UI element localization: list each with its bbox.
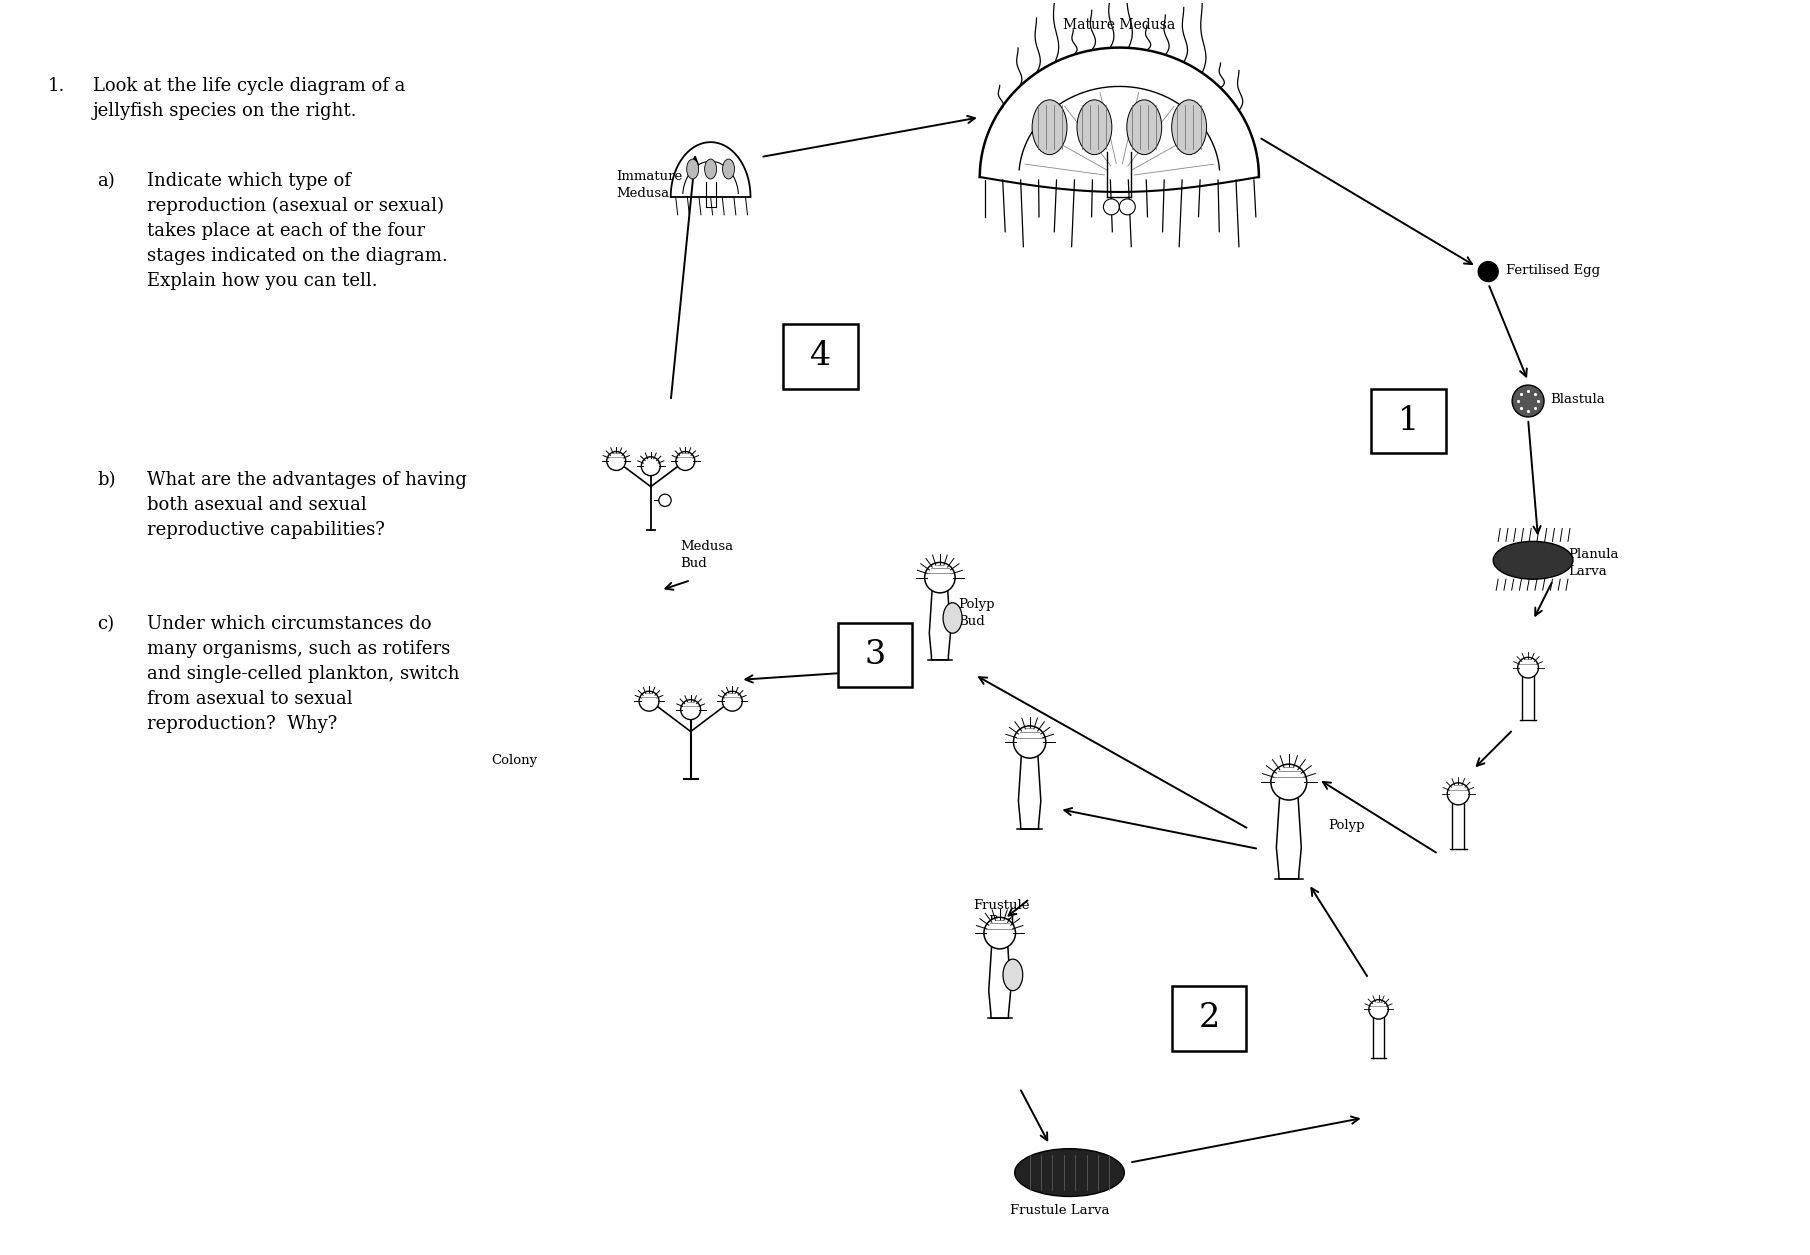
Polygon shape — [1019, 748, 1041, 830]
Text: Frustule
Bud: Frustule Bud — [974, 899, 1030, 929]
Circle shape — [1271, 764, 1307, 799]
Text: Immature
Medusa: Immature Medusa — [615, 169, 682, 200]
FancyBboxPatch shape — [838, 622, 912, 688]
Ellipse shape — [1493, 541, 1573, 580]
Text: Mature Medusa: Mature Medusa — [1062, 18, 1175, 31]
Text: Colony: Colony — [491, 754, 538, 768]
Text: Under which circumstances do
many organisms, such as rotifers
and single-celled : Under which circumstances do many organi… — [147, 615, 460, 733]
Circle shape — [1368, 1000, 1388, 1019]
Text: Indicate which type of
reproduction (asexual or sexual)
takes place at each of t: Indicate which type of reproduction (ase… — [147, 172, 449, 290]
Text: 3: 3 — [865, 639, 885, 671]
Circle shape — [722, 692, 742, 712]
Polygon shape — [929, 584, 950, 660]
Ellipse shape — [1077, 100, 1111, 154]
Text: 1: 1 — [1397, 405, 1419, 437]
Ellipse shape — [704, 159, 717, 179]
Text: Look at the life cycle diagram of a
jellyfish species on the right.: Look at the life cycle diagram of a jell… — [92, 78, 405, 120]
Circle shape — [1511, 385, 1544, 417]
Text: 2: 2 — [1198, 1003, 1220, 1034]
Circle shape — [681, 700, 700, 719]
Text: Blastula: Blastula — [1549, 393, 1605, 407]
Ellipse shape — [943, 602, 963, 634]
Circle shape — [659, 494, 672, 507]
Circle shape — [1448, 783, 1470, 804]
Ellipse shape — [722, 159, 735, 179]
FancyBboxPatch shape — [1370, 389, 1446, 453]
Circle shape — [639, 692, 659, 712]
Text: Polyp: Polyp — [1329, 820, 1365, 832]
Text: a): a) — [98, 172, 116, 190]
Text: What are the advantages of having
both asexual and sexual
reproductive capabilit: What are the advantages of having both a… — [147, 471, 467, 538]
Text: 1.: 1. — [47, 78, 65, 95]
Ellipse shape — [1128, 100, 1162, 154]
Ellipse shape — [1003, 959, 1023, 990]
Text: b): b) — [98, 471, 116, 488]
Circle shape — [925, 562, 956, 592]
Ellipse shape — [686, 159, 699, 179]
Ellipse shape — [1171, 100, 1207, 154]
Circle shape — [641, 457, 661, 476]
FancyBboxPatch shape — [784, 324, 858, 389]
Circle shape — [606, 452, 626, 471]
Text: Planula
Larva: Planula Larva — [1567, 548, 1618, 577]
Ellipse shape — [1015, 1148, 1124, 1196]
Circle shape — [1479, 261, 1499, 281]
Circle shape — [1104, 198, 1119, 215]
Text: c): c) — [98, 615, 114, 633]
FancyBboxPatch shape — [1171, 986, 1247, 1050]
Circle shape — [1119, 198, 1135, 215]
Text: Medusa
Bud: Medusa Bud — [681, 541, 733, 570]
Circle shape — [1014, 725, 1046, 758]
Circle shape — [675, 452, 695, 471]
Text: 4: 4 — [809, 340, 831, 373]
Polygon shape — [1276, 789, 1301, 878]
Circle shape — [985, 917, 1015, 949]
Text: Frustule Larva: Frustule Larva — [1010, 1205, 1110, 1217]
Ellipse shape — [1032, 100, 1068, 154]
Polygon shape — [988, 940, 1010, 1018]
Circle shape — [1519, 658, 1538, 678]
Text: Polyp
Bud: Polyp Bud — [957, 599, 994, 628]
Text: Fertilised Egg: Fertilised Egg — [1506, 264, 1600, 276]
